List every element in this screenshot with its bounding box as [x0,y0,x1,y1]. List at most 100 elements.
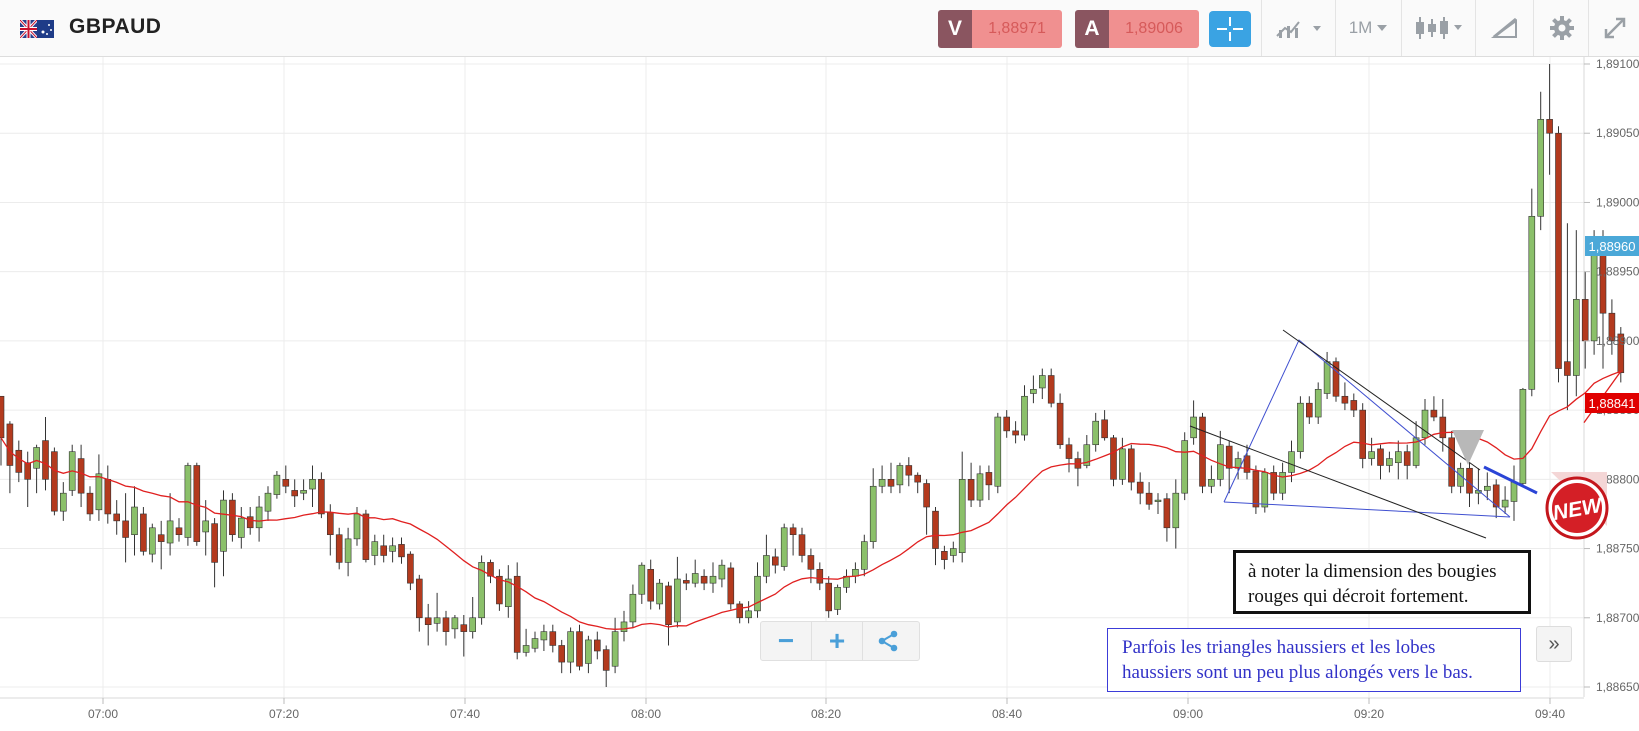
candle-body [1581,299,1589,342]
annotation-note-triangles: Parfois les triangles haussiers et les l… [1107,628,1521,692]
candle-body [1350,400,1358,411]
candle-body [1421,409,1429,439]
candle-body [771,556,779,566]
candle-body [460,624,468,632]
candle-body [709,575,717,584]
candle-body [478,562,485,619]
candle-body [629,593,637,623]
candle-body [780,527,788,567]
candle-body [567,631,574,663]
candle-body [335,534,343,563]
candle-body [1590,243,1598,342]
candlestick-button[interactable] [1401,0,1476,56]
y-tick-label: 1,89100 [1596,57,1639,71]
candle-body [1564,361,1571,376]
candle-body [887,479,895,487]
candle-body [763,555,770,577]
scroll-right-button[interactable]: » [1536,626,1572,662]
y-tick-label: 1,88950 [1596,265,1639,279]
gear-icon [1549,16,1574,40]
candle-body [1199,416,1206,487]
sell-quote-button[interactable]: V 1,88971 [938,10,1062,48]
fullscreen-button[interactable] [1588,0,1639,56]
candle-body [558,645,566,663]
candle-body [700,575,708,584]
candle-body [585,639,592,664]
candle-body [193,465,201,542]
candle-body [104,479,112,515]
candle-body [522,645,530,653]
candle-body [1341,395,1349,404]
candle-body [932,510,939,549]
candle-body [504,578,512,608]
candle-body [531,638,539,649]
candle-body [1430,409,1438,418]
candle-body [976,473,984,501]
current-price-tag: 1,88960 [1585,236,1639,256]
candle-body [389,545,396,552]
candle-body [202,520,209,533]
candle-body [433,617,441,624]
zoom-out-button[interactable]: − [777,625,795,656]
candle-body [914,474,922,483]
candle-body [175,527,183,536]
crosshair-button[interactable] [1209,11,1251,47]
candle-body [896,465,904,486]
chart-type-button[interactable] [1261,0,1336,56]
candles [0,64,1625,687]
candle-body [1270,472,1277,494]
moving-average-line [0,369,1623,630]
settings-button[interactable] [1533,0,1589,56]
zoom-in-button[interactable]: + [811,622,863,660]
top-toolbar: GBPAUD V 1,88971 A 1,89006 1M [0,0,1639,57]
zoom-panel: − + [760,621,920,661]
ma-price-tag: 1,88841 [1585,393,1639,413]
candle-body [33,447,40,469]
timeframe-selector[interactable]: 1M [1335,0,1402,56]
candle-body [1448,437,1455,487]
candle-body [131,506,138,536]
candle-body [1261,472,1269,508]
candle-body [1039,375,1046,389]
candle-body [157,534,165,542]
candle-body [1101,419,1108,439]
candle-body [638,564,646,595]
candle-body [549,631,557,646]
candle-body [860,541,868,570]
x-tick-label: 08:40 [992,707,1022,721]
candle-body [985,472,993,486]
candle-body [1217,444,1224,480]
buy-letter: A [1075,10,1109,48]
candle-body [424,617,432,625]
y-tick-label: 1,88650 [1596,680,1639,694]
breakout-marker [1452,430,1484,465]
buy-quote-button[interactable]: A 1,89006 [1075,10,1199,48]
candle-body [1395,451,1402,464]
candle-body [282,479,290,487]
candle-body [656,582,663,605]
candle-body [798,534,806,556]
candle-body [59,492,67,512]
candle-body [1208,479,1215,487]
candle-body [362,513,370,560]
candle-body [1056,402,1064,446]
candle-body [1021,395,1028,436]
drawing-tools-button[interactable] [1475,0,1534,56]
candle-body [513,575,521,653]
candle-body [1172,492,1180,529]
candle-body [816,569,824,584]
candle-body [727,567,735,605]
annotation-note-candles: à noter la dimension des bougies rouges … [1233,550,1531,614]
candle-body [1163,498,1171,529]
candle-body [923,483,930,508]
candle-body [1484,485,1491,491]
candle-body [1501,499,1509,508]
candle-body [326,512,334,536]
candle-body [86,492,94,515]
y-tick-label: 1,88900 [1596,334,1639,348]
candle-body [949,548,957,556]
share-button[interactable] [863,622,913,660]
price-chart[interactable]: 1,89100 1,89050 1,89000 1,88950 1,88900 1,888… [0,57,1639,731]
candle-body [665,585,672,625]
candle-body [0,395,5,439]
